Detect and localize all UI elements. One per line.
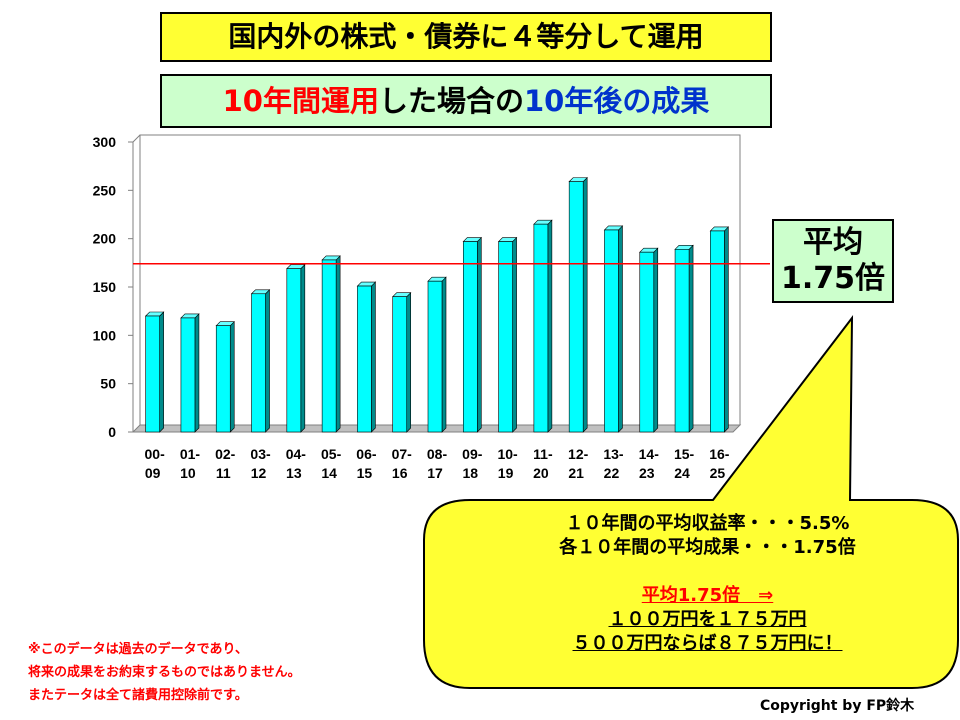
y-tick-label: 200 [93, 231, 117, 247]
x-tick-label: 13 [286, 465, 302, 481]
bar-side [512, 236, 517, 433]
average-box: 平均 1.75倍 [772, 219, 894, 303]
x-tick-label: 12 [251, 465, 267, 481]
x-tick-label: 08- [427, 446, 448, 462]
note-line2: 将来の成果をお約束するものではありません。 [28, 665, 301, 680]
bar-side [300, 263, 306, 433]
bar-side [441, 276, 447, 433]
bar-side [618, 225, 623, 433]
callout-line3: 平均1.75倍 ⇒ [641, 585, 774, 606]
bar-side [688, 244, 694, 433]
x-tick-label: 25 [710, 465, 726, 481]
callout-spacer [435, 560, 960, 584]
bar-side [335, 255, 341, 433]
x-tick-label: 05- [321, 446, 342, 462]
x-tick-label: 00- [145, 446, 166, 462]
callout-line1: １０年間の平均収益率・・・5.5% [565, 513, 850, 534]
x-tick-label: 16 [392, 465, 408, 481]
bar-side [406, 291, 412, 433]
x-tick-label: 18 [463, 465, 479, 481]
bar [427, 280, 443, 433]
bar [321, 259, 337, 433]
x-tick-label: 20 [533, 465, 549, 481]
x-tick-label: 10- [497, 446, 518, 462]
x-tick-label: 24 [674, 465, 690, 481]
title-box: 国内外の株式・債券に４等分して運用 [160, 12, 772, 62]
x-tick-label: 14 [321, 465, 337, 481]
callout-line4: １００万円を１７５万円 [608, 609, 807, 630]
x-tick-label: 12- [568, 446, 589, 462]
bar [357, 285, 372, 433]
x-tick-label: 17 [427, 465, 443, 481]
bar [392, 296, 408, 433]
subtitle-part2: した場合の [378, 84, 524, 118]
y-tick-label: 300 [93, 134, 117, 150]
bar [462, 241, 478, 433]
x-tick-label: 03- [250, 446, 271, 462]
x-tick-label: 22 [604, 465, 620, 481]
bar [533, 223, 549, 433]
bar-side [194, 313, 200, 433]
bar [674, 249, 690, 433]
x-tick-label: 19 [498, 465, 514, 481]
subtitle-part3: 10年後の成果 [524, 84, 710, 118]
x-tick-label: 02- [215, 446, 236, 462]
callout-text: １０年間の平均収益率・・・5.5% 各１０年間の平均成果・・・1.75倍 平均1… [435, 512, 960, 656]
x-tick-label: 15 [357, 465, 373, 481]
bar-side [265, 289, 270, 433]
y-tick-label: 100 [93, 327, 117, 343]
x-tick-label: 09 [145, 465, 161, 481]
y-tick-label: 250 [93, 182, 117, 198]
callout-bubble [423, 314, 959, 689]
bar [251, 293, 266, 433]
bar [604, 229, 619, 433]
x-tick-label: 09- [462, 446, 483, 462]
bar-side [724, 226, 729, 433]
x-tick-label: 06- [356, 446, 377, 462]
bar [215, 325, 231, 433]
note-line1: ※このデータは過去のデータであり、 [28, 642, 248, 657]
x-tick-label: 01- [180, 446, 201, 462]
bar [639, 251, 655, 433]
x-tick-label: 14- [639, 446, 660, 462]
subtitle-box: 10年間運用した場合の10年後の成果 [160, 74, 772, 128]
bar [180, 317, 196, 433]
x-tick-label: 15- [674, 446, 695, 462]
bar [286, 268, 302, 433]
bar-side [582, 176, 588, 433]
bar-side [653, 247, 659, 433]
bar [145, 315, 160, 433]
x-tick-label: 16- [709, 446, 730, 462]
bar-side [476, 236, 482, 433]
x-tick-label: 21 [568, 465, 584, 481]
average-value: 1.75倍 [780, 261, 886, 296]
callout-line2: 各１０年間の平均成果・・・1.75倍 [559, 537, 856, 558]
callout-line5: ５００万円ならば８７５万円に！ [572, 633, 843, 654]
bar-side [159, 311, 164, 433]
x-tick-label: 13- [603, 446, 624, 462]
x-tick-label: 10 [180, 465, 196, 481]
x-tick-label: 11- [533, 446, 553, 462]
y-axis-top-edge [132, 134, 141, 143]
bar-side [229, 320, 235, 433]
page-title: 国内外の株式・債券に４等分して運用 [228, 20, 704, 53]
bar [568, 181, 584, 433]
x-tick-label: 23 [639, 465, 655, 481]
note-line3: またテータは全て諸費用控除前です。 [28, 688, 248, 703]
y-tick-label: 150 [93, 279, 117, 295]
y-tick-label: 50 [100, 376, 116, 392]
subtitle-part1: 10年間運用 [222, 84, 379, 118]
y-tick-label: 0 [108, 424, 116, 440]
x-tick-label: 11 [216, 465, 231, 481]
disclaimer-note: ※このデータは過去のデータであり、 将来の成果をお約束するものではありません。 … [28, 638, 448, 707]
bar-side [547, 219, 553, 433]
copyright-text: Copyright by FP鈴木 [760, 698, 915, 714]
bar-side [371, 281, 376, 433]
x-tick-label: 04- [286, 446, 307, 462]
x-tick-label: 07- [392, 446, 413, 462]
average-label: 平均 [803, 225, 863, 260]
bar [498, 241, 513, 433]
bar [710, 230, 725, 433]
